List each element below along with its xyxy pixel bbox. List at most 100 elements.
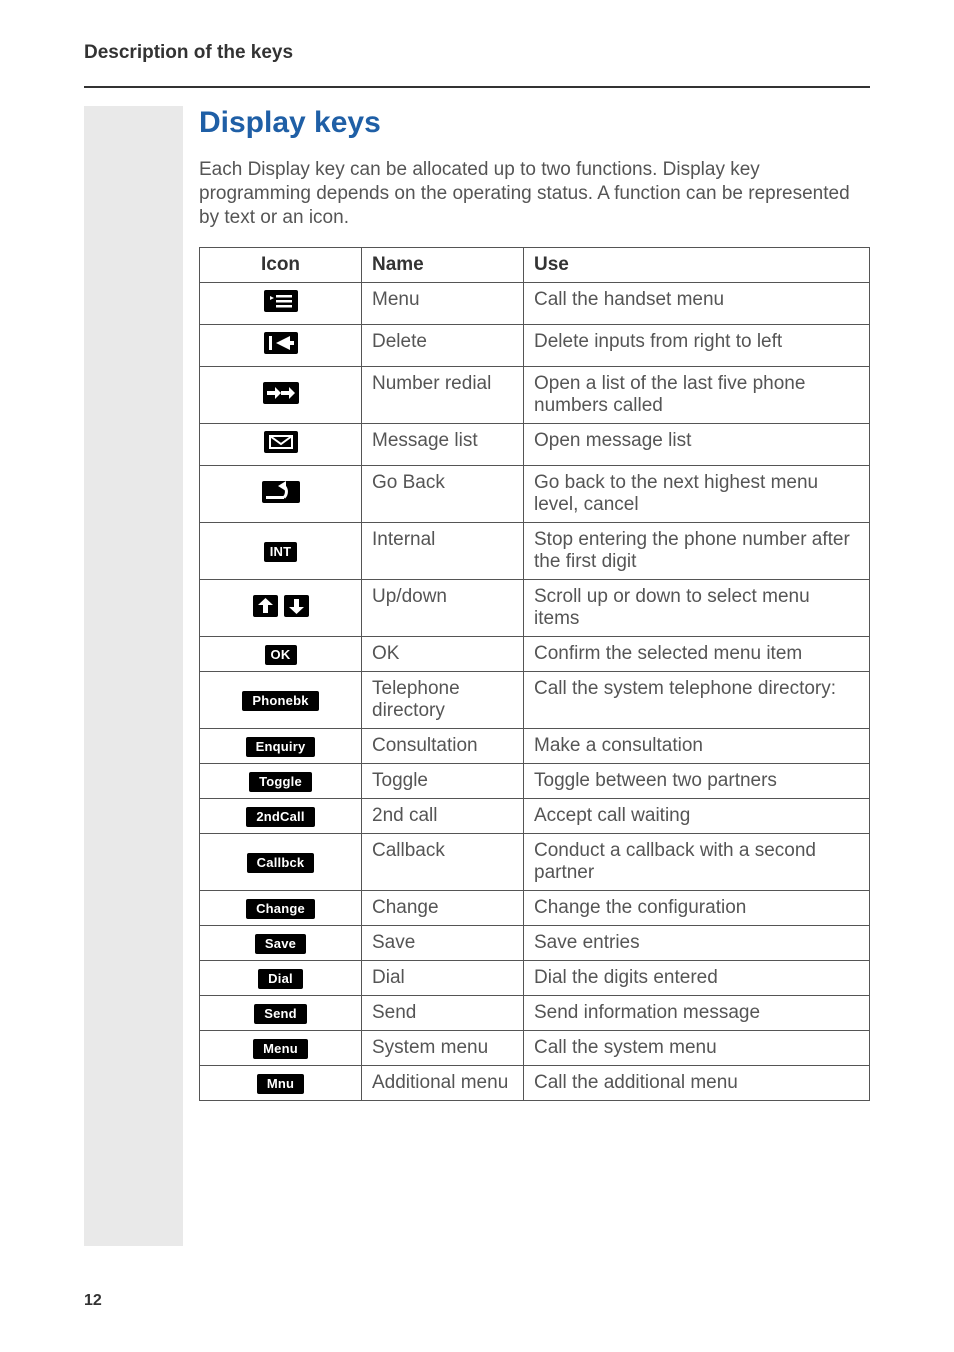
icon-cell — [200, 283, 362, 325]
icon-cell: Menu — [200, 1031, 362, 1066]
table-row: Menu System menu Call the system menu — [200, 1031, 870, 1066]
table-row: Save Save Save entries — [200, 926, 870, 961]
table-row: Enquiry Consultation Make a consultation — [200, 729, 870, 764]
icon-cell — [200, 466, 362, 523]
header-title: Description of the keys — [84, 42, 870, 64]
table-row: Message list Open message list — [200, 424, 870, 466]
content-area: Display keys Each Display key can be all… — [183, 106, 870, 1246]
go-back-icon — [262, 480, 300, 504]
icon-cell — [200, 580, 362, 637]
table-row: Menu Call the handset menu — [200, 283, 870, 325]
name-cell: System menu — [362, 1031, 524, 1066]
use-cell: Call the additional menu — [524, 1066, 870, 1101]
name-cell: Toggle — [362, 764, 524, 799]
use-cell: Call the handset menu — [524, 283, 870, 325]
ok-chip-icon: OK — [265, 645, 297, 665]
table-row: OK OK Confirm the selected menu item — [200, 637, 870, 672]
icon-cell: Toggle — [200, 764, 362, 799]
table-row: Number redial Open a list of the last fi… — [200, 367, 870, 424]
menu-chip-icon: Menu — [253, 1039, 308, 1059]
use-cell: Make a consultation — [524, 729, 870, 764]
name-cell: Internal — [362, 523, 524, 580]
name-cell: Change — [362, 891, 524, 926]
name-cell: OK — [362, 637, 524, 672]
table-header-row: Icon Name Use — [200, 248, 870, 283]
icon-cell — [200, 367, 362, 424]
table-row: Delete Delete inputs from right to left — [200, 325, 870, 367]
table-row: Mnu Additional menu Call the additional … — [200, 1066, 870, 1101]
name-cell: Consultation — [362, 729, 524, 764]
send-chip-icon: Send — [254, 1004, 307, 1024]
use-cell: Accept call waiting — [524, 799, 870, 834]
icon-cell: 2ndCall — [200, 799, 362, 834]
icon-cell: INT — [200, 523, 362, 580]
icon-cell: Callbck — [200, 834, 362, 891]
icon-cell — [200, 325, 362, 367]
use-cell: Scroll up or down to select menu items — [524, 580, 870, 637]
use-cell: Toggle between two partners — [524, 764, 870, 799]
table-row: Up/down Scroll up or down to select menu… — [200, 580, 870, 637]
use-cell: Go back to the next highest menu level, … — [524, 466, 870, 523]
columns: Display keys Each Display key can be all… — [84, 106, 870, 1246]
icon-cell: OK — [200, 637, 362, 672]
icon-cell: Dial — [200, 961, 362, 996]
menu-icon — [264, 289, 298, 313]
second-call-chip-icon: 2ndCall — [246, 807, 314, 827]
icon-cell: Phonebk — [200, 672, 362, 729]
header-rule — [84, 86, 870, 88]
use-cell: Open a list of the last five phone numbe… — [524, 367, 870, 424]
delete-icon — [264, 331, 298, 355]
page: Description of the keys Display keys Eac… — [0, 0, 954, 1352]
display-keys-table: Icon Name Use — [199, 247, 870, 1101]
message-list-icon — [264, 430, 298, 454]
use-cell: Open message list — [524, 424, 870, 466]
dial-chip-icon: Dial — [258, 969, 303, 989]
icon-cell: Mnu — [200, 1066, 362, 1101]
left-sidebar — [84, 106, 183, 1246]
name-cell: Dial — [362, 961, 524, 996]
table-row: 2ndCall 2nd call Accept call waiting — [200, 799, 870, 834]
use-cell: Stop entering the phone number after the… — [524, 523, 870, 580]
save-chip-icon: Save — [255, 934, 306, 954]
use-cell: Confirm the selected menu item — [524, 637, 870, 672]
name-cell: Callback — [362, 834, 524, 891]
use-cell: Delete inputs from right to left — [524, 325, 870, 367]
name-cell: Up/down — [362, 580, 524, 637]
name-cell: Menu — [362, 283, 524, 325]
table-row: Dial Dial Dial the digits entered — [200, 961, 870, 996]
name-cell: 2nd call — [362, 799, 524, 834]
col-use: Use — [524, 248, 870, 283]
callback-chip-icon: Callbck — [247, 853, 315, 873]
use-cell: Conduct a callback with a second partner — [524, 834, 870, 891]
phonebk-chip-icon: Phonebk — [242, 691, 318, 711]
icon-cell — [200, 424, 362, 466]
name-cell: Go Back — [362, 466, 524, 523]
enquiry-chip-icon: Enquiry — [246, 737, 316, 757]
page-number: 12 — [84, 1292, 102, 1310]
name-cell: Send — [362, 996, 524, 1031]
use-cell: Change the configuration — [524, 891, 870, 926]
table-row: INT Internal Stop entering the phone num… — [200, 523, 870, 580]
running-header: Description of the keys — [84, 42, 870, 88]
redial-icon — [263, 381, 299, 405]
table-row: Phonebk Telephone directory Call the sys… — [200, 672, 870, 729]
section-heading: Display keys — [199, 106, 870, 140]
toggle-chip-icon: Toggle — [249, 772, 312, 792]
name-cell: Number redial — [362, 367, 524, 424]
table-row: Send Send Send information message — [200, 996, 870, 1031]
use-cell: Dial the digits entered — [524, 961, 870, 996]
icon-cell: Change — [200, 891, 362, 926]
mnu-chip-icon: Mnu — [257, 1074, 304, 1094]
up-down-icon — [253, 594, 309, 618]
name-cell: Additional menu — [362, 1066, 524, 1101]
change-chip-icon: Change — [246, 899, 315, 919]
name-cell: Delete — [362, 325, 524, 367]
table-row: Callbck Callback Conduct a callback with… — [200, 834, 870, 891]
col-icon: Icon — [200, 248, 362, 283]
int-chip-icon: INT — [264, 542, 298, 562]
icon-cell: Send — [200, 996, 362, 1031]
icon-cell: Save — [200, 926, 362, 961]
use-cell: Send information message — [524, 996, 870, 1031]
use-cell: Call the system menu — [524, 1031, 870, 1066]
use-cell: Call the system telephone directory: — [524, 672, 870, 729]
